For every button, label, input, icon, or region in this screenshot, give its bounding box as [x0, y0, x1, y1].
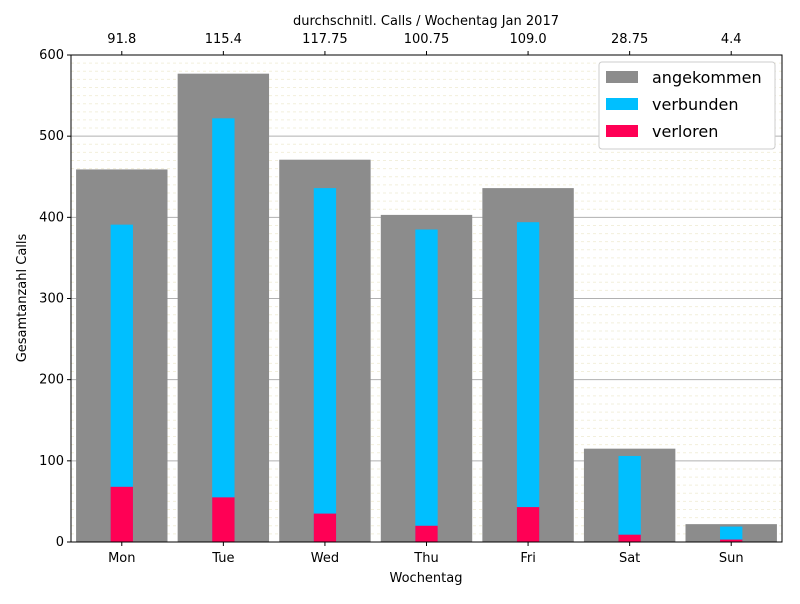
bar-verloren-sun: [720, 539, 743, 542]
y-tick-label: 500: [39, 129, 64, 144]
bar-verloren-wed: [313, 513, 337, 542]
y-tick-label: 600: [39, 48, 64, 63]
y-tick-label: 200: [39, 373, 64, 388]
bar-verbunden-wed: [313, 188, 337, 542]
bar-verloren-tue: [212, 497, 235, 542]
x-tick-label: Thu: [413, 551, 438, 566]
y-axis: 0 100 200 300 400 500 600: [39, 48, 71, 550]
bar-verbunden-fri: [516, 222, 540, 542]
y-tick-label: 0: [56, 535, 64, 550]
legend-swatch-angekommen: [606, 71, 638, 83]
legend-label-verbunden: verbunden: [652, 95, 738, 114]
x-tick-label: Mon: [108, 551, 135, 566]
chart-title: durchschnitl. Calls / Wochentag Jan 2017: [293, 14, 559, 29]
x-axis: Mon Tue Wed Thu Fri Sat Sun: [108, 542, 744, 566]
top-tick-label: 100.75: [404, 32, 450, 47]
top-tick-label: 91.8: [107, 32, 136, 47]
y-tick-label: 100: [39, 454, 64, 469]
bar-verbunden-sun: [720, 526, 743, 542]
legend: angekommen verbunden verloren: [598, 61, 776, 150]
bar-verbunden-tue: [212, 118, 235, 542]
legend-swatch-verbunden: [606, 98, 638, 110]
top-axis: 91.8 115.4 117.75 100.75 109.0 28.75 4.4: [107, 32, 742, 55]
bars: [76, 73, 777, 543]
bar-verbunden-mon: [110, 224, 133, 542]
x-axis-label: Wochentag: [390, 571, 463, 586]
legend-swatch-verloren: [606, 125, 638, 137]
x-tick-label: Sat: [619, 551, 640, 566]
legend-frame: [598, 61, 776, 150]
bar-verbunden-sat: [618, 455, 641, 542]
legend-label-verloren: verloren: [652, 122, 718, 141]
bar-verloren-mon: [110, 486, 133, 542]
top-tick-label: 115.4: [205, 32, 242, 47]
x-tick-label: Tue: [211, 551, 234, 566]
bar-verloren-thu: [415, 525, 438, 542]
bar-verbunden-thu: [415, 229, 438, 542]
bar-verloren-fri: [516, 507, 540, 542]
y-tick-label: 400: [39, 210, 64, 225]
x-tick-label: Sun: [719, 551, 744, 566]
legend-label-angekommen: angekommen: [652, 68, 762, 87]
x-tick-label: Fri: [520, 551, 536, 566]
top-tick-label: 117.75: [302, 32, 348, 47]
x-tick-label: Wed: [311, 551, 339, 566]
top-tick-label: 109.0: [509, 32, 546, 47]
top-tick-label: 4.4: [721, 32, 742, 47]
top-tick-label: 28.75: [611, 32, 648, 47]
y-tick-label: 300: [39, 292, 64, 307]
y-axis-label: Gesamtanzahl Calls: [15, 233, 30, 362]
bar-verloren-sat: [618, 534, 641, 542]
